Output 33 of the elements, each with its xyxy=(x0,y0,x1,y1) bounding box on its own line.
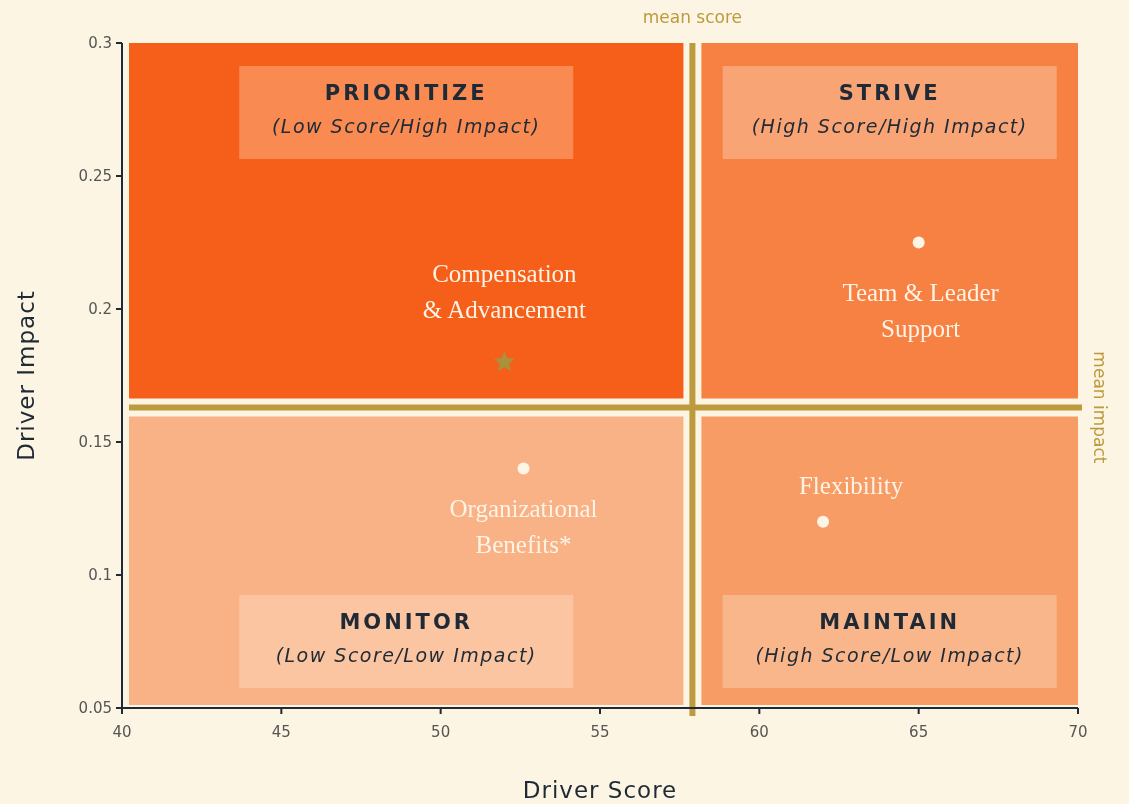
y-tick-label: 0.1 xyxy=(88,566,112,585)
ref-line-label: mean score xyxy=(642,7,743,27)
y-tick-label: 0.2 xyxy=(88,300,112,319)
annotation: (Low Score/Low Impact) xyxy=(275,644,537,666)
x-tick-label: 55 xyxy=(590,723,610,741)
x-tick-label: 50 xyxy=(431,723,451,741)
x-axis-title: Driver Score xyxy=(522,777,678,803)
x-tick-label: 45 xyxy=(271,723,291,741)
y-tick-label: 0.25 xyxy=(78,167,112,186)
point xyxy=(912,236,925,249)
annotation: STRIVE xyxy=(838,81,941,105)
point xyxy=(817,515,830,528)
annotation: (Low Score/High Impact) xyxy=(271,115,541,137)
annotation: PRIORITIZE xyxy=(324,81,488,105)
annotation: (High Score/High Impact) xyxy=(751,115,1028,137)
y-tick-label: 0.3 xyxy=(88,34,112,53)
x-tick-label: 40 xyxy=(112,723,132,741)
ref-line-label: mean impact xyxy=(1090,351,1110,464)
point xyxy=(493,351,515,372)
annotation: MAINTAIN xyxy=(819,610,961,634)
x-tick-label: 70 xyxy=(1068,723,1088,741)
y-axis-title: Driver Impact xyxy=(13,290,39,461)
text: Organizational Benefits* xyxy=(449,494,598,558)
point xyxy=(517,462,530,475)
series-label: Flexibility xyxy=(798,471,904,499)
y-tick-label: 0.05 xyxy=(78,699,112,718)
x-tick-label: 65 xyxy=(909,723,929,741)
y-tick-label: 0.15 xyxy=(78,433,112,452)
text: Team & Leader Support xyxy=(842,278,1000,342)
annotation: (High Score/Low Impact) xyxy=(755,644,1024,666)
text: Compensation & Advancement xyxy=(422,260,587,324)
x-tick-label: 60 xyxy=(749,723,769,741)
annotation: MONITOR xyxy=(339,610,473,634)
